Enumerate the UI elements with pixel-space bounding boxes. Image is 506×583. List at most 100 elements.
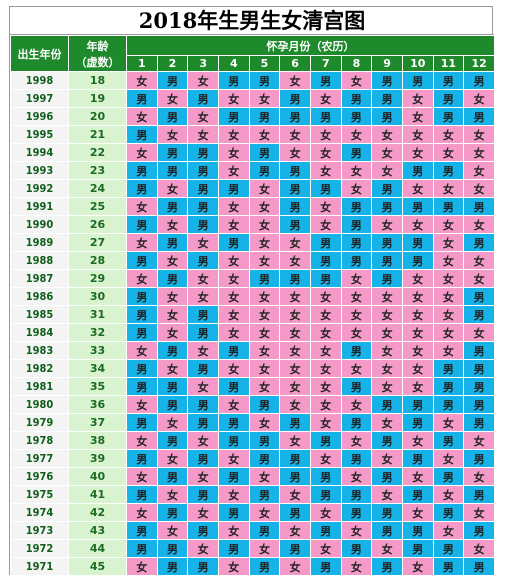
female-cell: 女 xyxy=(340,287,373,306)
female-cell: 女 xyxy=(463,323,495,342)
female-cell: 女 xyxy=(432,215,465,234)
female-cell: 女 xyxy=(279,359,311,378)
age-cell: 18 xyxy=(68,71,127,90)
month-header-cell: 1 xyxy=(126,55,158,72)
male-cell: 男 xyxy=(126,521,158,540)
female-cell: 女 xyxy=(340,179,373,198)
male-cell: 男 xyxy=(156,233,189,252)
female-cell: 女 xyxy=(432,287,465,306)
male-cell: 男 xyxy=(126,125,158,144)
female-cell: 女 xyxy=(401,305,434,324)
male-cell: 男 xyxy=(156,377,189,396)
gender-prediction-table: 出生年份 年龄 （虚数） 怀孕月份（农历） 1 2 3 4 5 6 7 8 9 10 11 12 19… xyxy=(10,35,495,576)
female-cell: 女 xyxy=(187,71,219,90)
age-cell: 32 xyxy=(68,323,127,342)
male-cell: 男 xyxy=(463,413,495,432)
female-cell: 女 xyxy=(401,269,434,288)
table-row: 1973 43 男女男女男女男女男男女男 xyxy=(10,521,495,540)
female-cell: 女 xyxy=(371,539,403,558)
female-cell: 女 xyxy=(248,197,281,216)
male-cell: 男 xyxy=(156,71,189,90)
chart-title: 2018年生男生女清宫图 xyxy=(10,7,494,35)
male-cell: 男 xyxy=(217,71,250,90)
female-cell: 女 xyxy=(340,521,373,540)
male-cell: 男 xyxy=(340,89,373,108)
male-cell: 男 xyxy=(463,521,495,540)
male-cell: 男 xyxy=(340,251,373,270)
age-cell: 41 xyxy=(68,485,127,504)
birth-year-cell: 1981 xyxy=(10,377,69,396)
female-cell: 女 xyxy=(340,395,373,414)
male-cell: 男 xyxy=(309,431,342,450)
female-cell: 女 xyxy=(309,143,342,162)
female-cell: 女 xyxy=(187,503,219,522)
age-cell: 28 xyxy=(68,251,127,270)
male-cell: 男 xyxy=(371,395,403,414)
birth-year-cell: 1979 xyxy=(10,413,69,432)
female-cell: 女 xyxy=(309,215,342,234)
male-cell: 男 xyxy=(156,161,189,180)
female-cell: 女 xyxy=(279,125,311,144)
female-cell: 女 xyxy=(217,305,250,324)
table-row: 1988 28 男女男女女女男男男男女女 xyxy=(10,251,495,270)
male-cell: 男 xyxy=(432,395,465,414)
birth-year-cell: 1996 xyxy=(10,107,69,126)
female-cell: 女 xyxy=(156,125,189,144)
female-cell: 女 xyxy=(217,395,250,414)
female-cell: 女 xyxy=(371,413,403,432)
month-group-header: 怀孕月份（农历） xyxy=(126,35,495,56)
female-cell: 女 xyxy=(463,161,495,180)
female-cell: 女 xyxy=(401,341,434,360)
female-cell: 女 xyxy=(279,251,311,270)
male-cell: 男 xyxy=(371,269,403,288)
female-cell: 女 xyxy=(309,503,342,522)
male-cell: 男 xyxy=(309,179,342,198)
male-cell: 男 xyxy=(187,197,219,216)
age-cell: 33 xyxy=(68,341,127,360)
female-cell: 女 xyxy=(279,557,311,576)
female-cell: 女 xyxy=(279,431,311,450)
month-header-cell: 10 xyxy=(401,55,434,72)
female-cell: 女 xyxy=(309,89,342,108)
male-cell: 男 xyxy=(156,557,189,576)
table-row: 1991 25 女男男女女男女男男男男男 xyxy=(10,197,495,216)
age-cell: 39 xyxy=(68,449,127,468)
male-cell: 男 xyxy=(248,161,281,180)
male-cell: 男 xyxy=(126,89,158,108)
male-cell: 男 xyxy=(432,557,465,576)
male-cell: 男 xyxy=(187,215,219,234)
female-cell: 女 xyxy=(217,143,250,162)
table-row: 1995 21 男女女女女女女女女女女女 xyxy=(10,125,495,144)
male-cell: 男 xyxy=(217,503,250,522)
birth-year-cell: 1986 xyxy=(10,287,69,306)
female-cell: 女 xyxy=(126,143,158,162)
table-row: 1997 19 男女男女女男女男男女男女 xyxy=(10,89,495,108)
table-row: 1976 40 女男女男女男男女男女男女 xyxy=(10,467,495,486)
female-cell: 女 xyxy=(371,287,403,306)
female-cell: 女 xyxy=(309,359,342,378)
female-cell: 女 xyxy=(401,125,434,144)
male-cell: 男 xyxy=(217,467,250,486)
female-cell: 女 xyxy=(432,269,465,288)
female-cell: 女 xyxy=(432,449,465,468)
female-cell: 女 xyxy=(156,359,189,378)
male-cell: 男 xyxy=(432,161,465,180)
female-cell: 女 xyxy=(156,413,189,432)
female-cell: 女 xyxy=(371,323,403,342)
female-cell: 女 xyxy=(309,395,342,414)
female-cell: 女 xyxy=(248,179,281,198)
table-row: 1983 33 女男女男女女女男女女女男 xyxy=(10,341,495,360)
female-cell: 女 xyxy=(217,125,250,144)
male-cell: 男 xyxy=(463,287,495,306)
male-cell: 男 xyxy=(309,485,342,504)
month-header-cell: 4 xyxy=(217,55,250,72)
female-cell: 女 xyxy=(126,503,158,522)
female-cell: 女 xyxy=(371,215,403,234)
age-cell: 24 xyxy=(68,179,127,198)
birth-year-cell: 1984 xyxy=(10,323,69,342)
male-cell: 男 xyxy=(340,215,373,234)
female-cell: 女 xyxy=(126,233,158,252)
female-cell: 女 xyxy=(401,323,434,342)
table-row: 1981 35 男男女男女女女男女女男男 xyxy=(10,377,495,396)
female-cell: 女 xyxy=(279,323,311,342)
